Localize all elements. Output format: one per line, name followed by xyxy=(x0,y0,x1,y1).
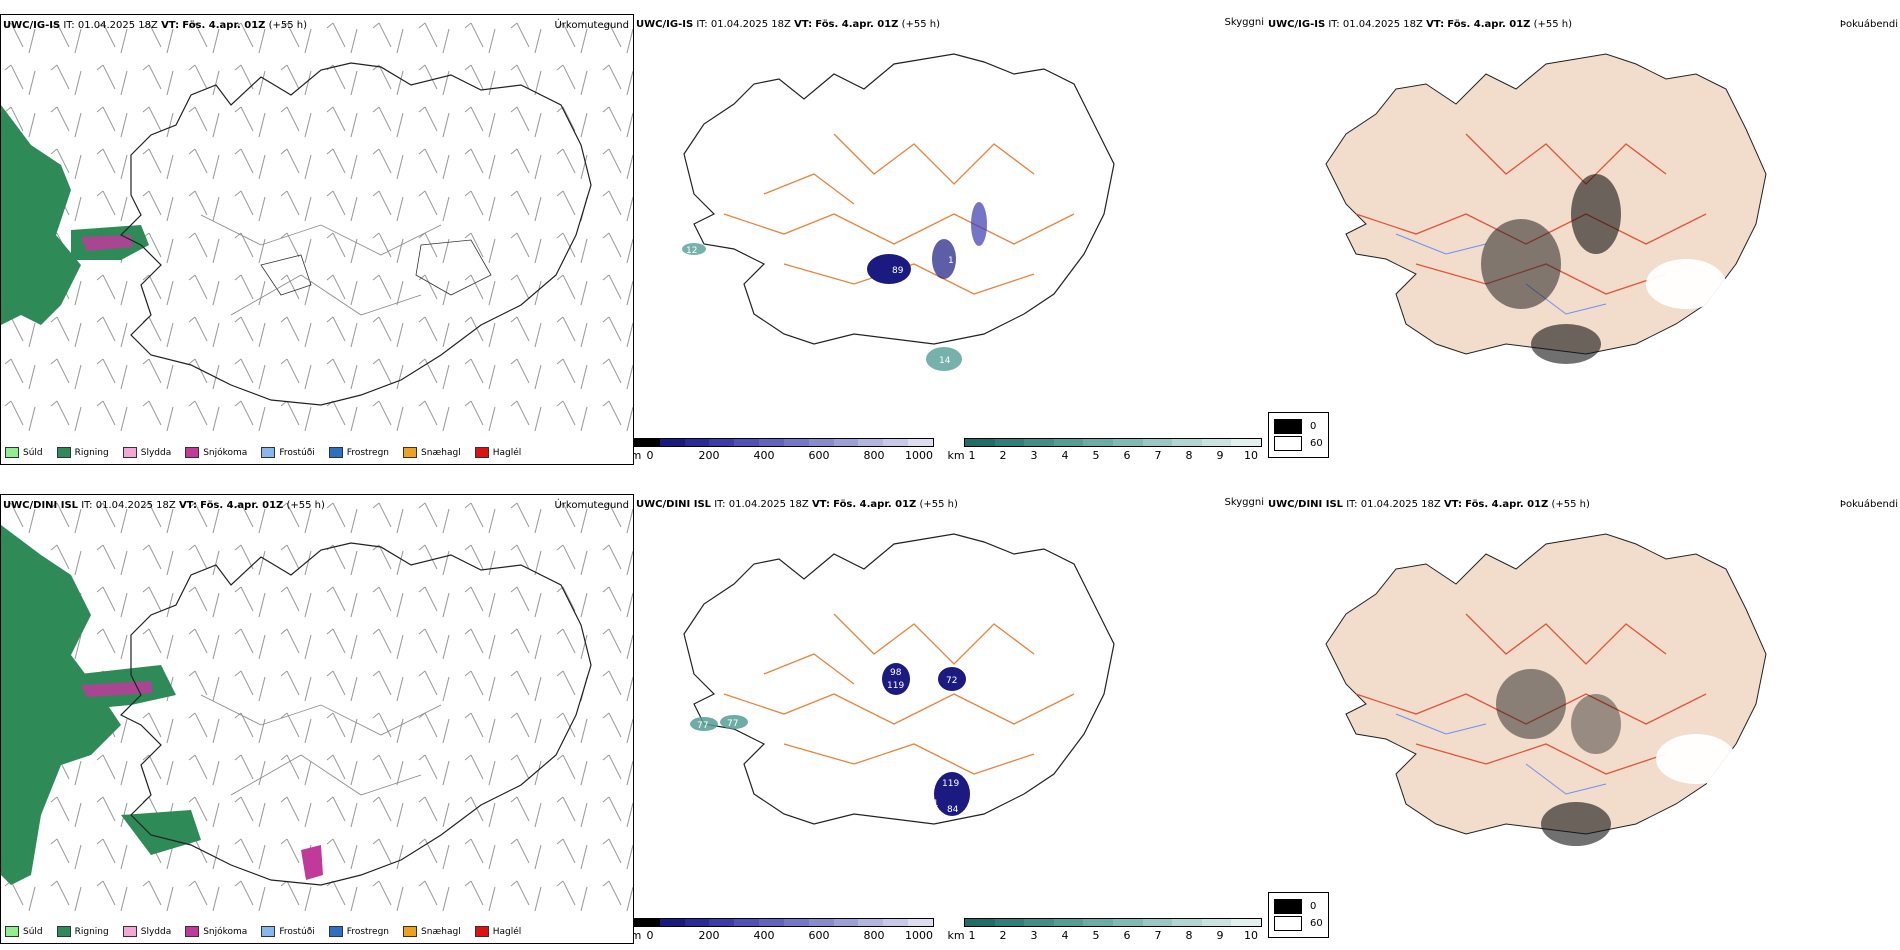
legend-item-hagel: Haglél xyxy=(474,447,521,458)
precip-type-map xyxy=(1,15,633,440)
legend-item-frostregn: Frostregn xyxy=(328,447,389,458)
panel-title: Skyggni xyxy=(1224,17,1264,28)
panel-title: Skyggni xyxy=(1224,497,1264,508)
legend-item-snjokoma: Snjókoma xyxy=(185,926,247,937)
panel-header: UWC/IG-IS IT: 01.04.2025 18Z VT: Fös. 4.… xyxy=(1268,19,1573,30)
panel-header: UWC/DINI ISL IT: 01.04.2025 18Z VT: Fös.… xyxy=(3,500,325,511)
visibility-colorbar: km 1 2 3 4 5 6 7 8 9 10 xyxy=(947,918,1262,942)
legend-item-slydda: Slydda xyxy=(122,926,171,937)
precip-legend: Súld Rigning Slydda Snjókoma Frostúði Fr… xyxy=(5,447,521,458)
legend-item-sudl: Súld xyxy=(5,926,43,937)
visibility-map: 12 89 1 14 xyxy=(682,53,1115,371)
panel-header: UWC/IG-IS IT: 01.04.2025 18Z VT: Fös. 4.… xyxy=(3,20,308,31)
legend-item-snjokoma: Snjókoma xyxy=(185,447,247,458)
vis-label: 89 xyxy=(892,266,904,276)
precip-type-map xyxy=(1,495,633,919)
legend-item-frostregn: Frostregn xyxy=(328,926,389,937)
visibility-panel-bottom: 77 77 98 119 72 119 11 84 UWC/DINI ISL I… xyxy=(634,494,1266,942)
panel-title: Úrkomutegund xyxy=(554,20,629,31)
precip-type-panel-bottom: UWC/DINI ISL IT: 01.04.2025 18Z VT: Fös.… xyxy=(0,494,634,944)
vis-label: 77 xyxy=(727,719,738,729)
height-colorbar: m 0 200 400 600 800 1000 xyxy=(634,918,934,942)
vis-label: 11 xyxy=(927,799,938,809)
precip-legend: Súld Rigning Slydda Snjókoma Frostúði Fr… xyxy=(5,926,521,937)
legend-item-sudl: Súld xyxy=(5,447,43,458)
legend-item-rigning: Rigning xyxy=(56,926,109,937)
panel-header: UWC/DINI ISL IT: 01.04.2025 18Z VT: Fös.… xyxy=(1268,499,1590,510)
legend-item-frostudi: Frostúði xyxy=(261,926,315,937)
visibility-map: 77 77 98 119 72 119 11 84 xyxy=(683,533,1115,825)
panel-title: Þokuábendi xyxy=(1839,499,1898,510)
vis-label: 119 xyxy=(887,681,904,691)
vis-label: 72 xyxy=(946,676,957,686)
panel-title: Þokuábendi xyxy=(1839,19,1898,30)
visibility-panel-top: 12 89 1 14 UWC/IG-IS IT: 01.04.2025 18Z … xyxy=(634,14,1266,463)
cloud-panel-bottom: UWC/DINI ISL IT: 01.04.2025 18Z VT: Fös.… xyxy=(1266,494,1900,942)
cloud-map xyxy=(1325,53,1767,364)
legend-item-snaehagl: Snæhagl xyxy=(403,447,461,458)
vis-label: 98 xyxy=(890,668,902,678)
vis-label: 12 xyxy=(686,246,697,256)
cloud-panel-top: UWC/IG-IS IT: 01.04.2025 18Z VT: Fös. 4.… xyxy=(1266,14,1900,463)
cloud-legend: 0 60 xyxy=(1268,412,1329,458)
visibility-colorbar: km 1 2 3 4 5 6 7 8 9 10 xyxy=(947,438,1262,463)
vis-label: 77 xyxy=(697,721,708,731)
panel-title: Úrkomutegund xyxy=(554,500,629,511)
height-colorbar: m 0 200 400 600 800 1000 xyxy=(634,438,934,463)
panel-header: UWC/IG-IS IT: 01.04.2025 18Z VT: Fös. 4.… xyxy=(636,19,941,30)
legend-item-frostudi: Frostúði xyxy=(261,447,315,458)
panel-header: UWC/DINI ISL IT: 01.04.2025 18Z VT: Fös.… xyxy=(636,499,958,510)
precip-type-panel-top: UWC/IG-IS IT: 01.04.2025 18Z VT: Fös. 4.… xyxy=(0,14,634,465)
legend-item-snaehagl: Snæhagl xyxy=(403,926,461,937)
vis-label: 119 xyxy=(942,779,959,789)
cloud-map xyxy=(1325,533,1767,846)
legend-item-hagel: Haglél xyxy=(474,926,521,937)
cloud-legend: 0 60 xyxy=(1268,892,1329,938)
vis-label: 84 xyxy=(947,805,959,815)
legend-item-slydda: Slydda xyxy=(122,447,171,458)
vis-label: 14 xyxy=(939,356,951,366)
legend-item-rigning: Rigning xyxy=(56,447,109,458)
vis-label: 1 xyxy=(948,256,954,266)
